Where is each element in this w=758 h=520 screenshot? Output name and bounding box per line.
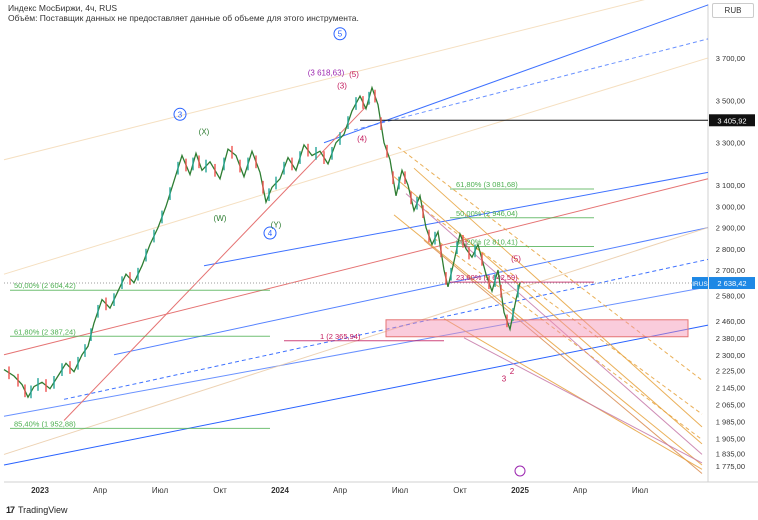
x-tick-label: Апр: [333, 486, 348, 495]
y-tick-label: 2 900,00: [716, 224, 745, 233]
tradingview-label: TradingView: [18, 505, 68, 515]
fan-line: [443, 318, 703, 470]
wave-label: (X): [199, 127, 210, 136]
wave-circle: [263, 226, 277, 240]
support-zone: [385, 319, 689, 338]
fan-line-dashed: [419, 205, 703, 415]
wave-label: 3: [178, 110, 183, 119]
trend-channel-line: [113, 227, 709, 356]
chart-title: Индекс МосБиржи, 4ч, RUS: [8, 3, 118, 13]
y-tick-label: 2 145,00: [716, 384, 745, 393]
wave-label: (3 618,63): [308, 68, 345, 77]
y-tick-label: 3 300,00: [716, 139, 745, 148]
fan-line-dashed: [397, 146, 703, 381]
trend-channel-line: [3, 0, 645, 161]
currency-button[interactable]: RUB: [712, 3, 754, 18]
wave-circle: [173, 107, 187, 121]
y-tick-label: 2 225,00: [716, 367, 745, 376]
x-tick-label: 2023: [31, 486, 49, 495]
x-tick-label: Июл: [632, 486, 649, 495]
fan-line: [393, 214, 703, 466]
y-tick-label: 2 380,00: [716, 334, 745, 343]
wave-circle: [333, 27, 347, 41]
x-tick-label: 2025: [511, 486, 529, 495]
fib-level-label: 85,40% (1 952,88): [14, 419, 76, 428]
trend-channel-line: [323, 4, 709, 144]
last-price-badge-label: 2 638,42: [717, 279, 746, 288]
x-tick-label: Окт: [213, 486, 227, 495]
y-tick-label: 3 500,00: [716, 96, 745, 105]
wave-label: (5): [349, 70, 359, 79]
fib-level-label: 1 (2 365,94): [320, 332, 361, 341]
fib-level-label: 50,00% (2 604,42): [14, 281, 76, 290]
x-tick-label: Апр: [573, 486, 588, 495]
event-marker-icon: [514, 465, 526, 477]
y-tick-label: 1 835,00: [716, 449, 745, 458]
level-badge-label: 3 405,92: [717, 116, 746, 125]
y-tick-label: 2 460,00: [716, 317, 745, 326]
fan-line: [413, 167, 703, 428]
wave-label: (3): [337, 82, 347, 91]
tv-logo-icon: 17: [6, 505, 15, 515]
trend-channel-line: [63, 102, 371, 421]
y-tick-label: 2 700,00: [716, 266, 745, 275]
wave-label: (Y): [271, 221, 282, 230]
ticker-badge-label: IRUS: [692, 281, 708, 288]
y-tick-label: 1 985,00: [716, 418, 745, 427]
y-tick-label: 2 580,00: [716, 291, 745, 300]
fan-line: [423, 239, 703, 474]
fan-line: [393, 176, 703, 445]
trend-channel-dashed: [353, 38, 709, 131]
y-tick-label: 2 300,00: [716, 351, 745, 360]
fib-level-label: 61,80% (3 081,68): [456, 180, 518, 189]
y-tick-label: 1 905,00: [716, 435, 745, 444]
fan-line: [405, 193, 703, 455]
x-tick-label: Апр: [93, 486, 108, 495]
level-badge: [709, 114, 755, 127]
wave-label: 5: [338, 30, 343, 39]
y-tick-label: 3 700,00: [716, 54, 745, 63]
wave-label: (4): [357, 135, 367, 144]
fib-level-label: 38,20% (2 810,41): [456, 238, 518, 247]
y-tick-label: 1 775,00: [716, 462, 745, 471]
volume-notice: Объём: Поставщик данных не предоставляет…: [8, 13, 359, 23]
fan-line: [463, 337, 703, 464]
trend-channel-line: [3, 324, 709, 466]
wave-label: (W): [214, 214, 227, 223]
wave-label: 3: [502, 374, 507, 383]
tradingview-logo[interactable]: 17 TradingView: [6, 503, 68, 517]
y-tick-label: 3 000,00: [716, 202, 745, 211]
fib-level-label: 50,00% (2 946,04): [456, 209, 518, 218]
last-price-badge: [709, 277, 755, 290]
x-tick-label: Окт: [453, 486, 467, 495]
trend-channel-line: [203, 171, 709, 267]
trend-channel-line: [3, 286, 709, 417]
y-tick-label: 3 100,00: [716, 181, 745, 190]
wave-label: 2: [510, 367, 515, 376]
fib-level-label: 61,80% (2 387,24): [14, 327, 76, 336]
x-tick-label: 2024: [271, 486, 289, 495]
y-tick-label: 2 800,00: [716, 245, 745, 254]
trend-channel-line: [3, 178, 709, 356]
wave-label: 4: [268, 229, 273, 238]
ticker-badge: [692, 277, 708, 290]
x-tick-label: Июл: [152, 486, 169, 495]
trend-channel-line: [3, 57, 709, 275]
x-tick-label: Июл: [392, 486, 409, 495]
wave-label: (5): [511, 254, 521, 263]
wave-label: 1: [464, 240, 469, 249]
y-tick-label: 2 065,00: [716, 401, 745, 410]
